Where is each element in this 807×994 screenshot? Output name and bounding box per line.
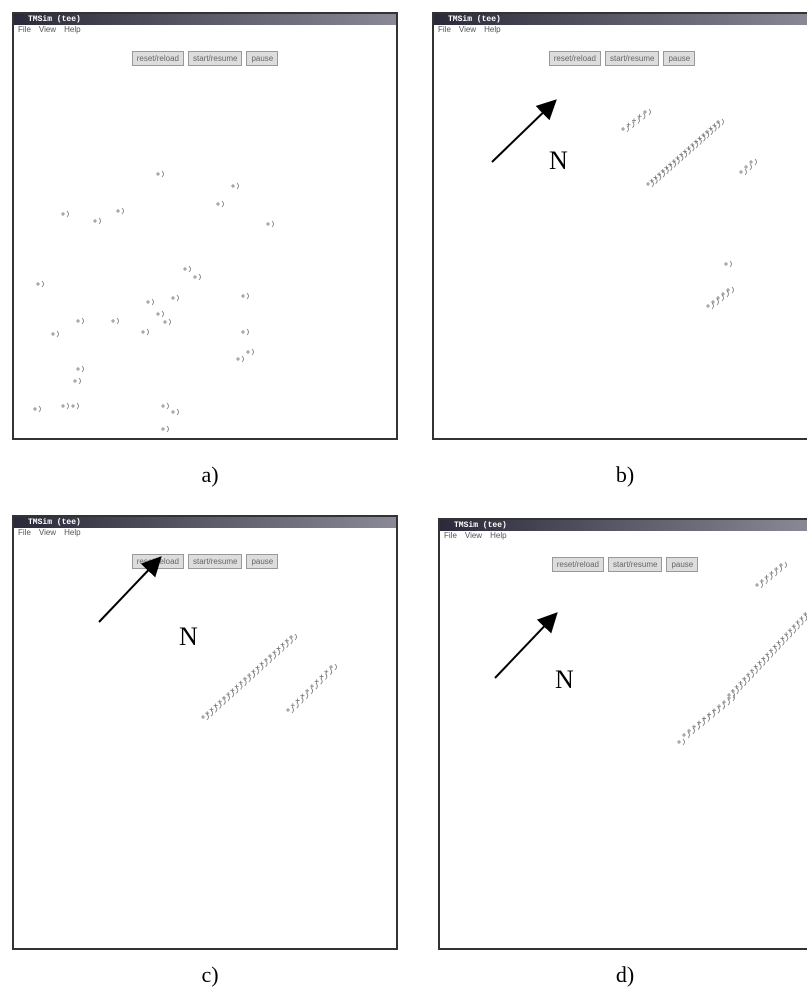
agent bbox=[765, 652, 773, 658]
agent bbox=[746, 672, 754, 678]
agent bbox=[722, 699, 730, 705]
agent bbox=[682, 732, 690, 738]
agent bbox=[161, 426, 169, 432]
caption: a) bbox=[180, 462, 240, 488]
agent bbox=[799, 615, 807, 621]
agent bbox=[76, 318, 84, 324]
agent bbox=[51, 331, 59, 337]
agent bbox=[183, 266, 191, 272]
agent bbox=[738, 680, 746, 686]
agent bbox=[769, 647, 777, 653]
agent bbox=[724, 261, 732, 267]
app-window: TMSim (tee)FileViewHelpreset/reloadstart… bbox=[438, 518, 807, 950]
agent bbox=[760, 578, 768, 584]
agent bbox=[717, 703, 725, 709]
agent bbox=[735, 684, 743, 690]
agent bbox=[646, 181, 654, 187]
agent bbox=[792, 623, 800, 629]
agent bbox=[73, 378, 81, 384]
caption: d) bbox=[595, 962, 655, 988]
canvas bbox=[434, 14, 807, 440]
agent bbox=[289, 634, 297, 640]
agent bbox=[216, 201, 224, 207]
agent bbox=[779, 562, 787, 568]
agent bbox=[773, 643, 781, 649]
agent bbox=[241, 293, 249, 299]
agent bbox=[757, 660, 765, 666]
agent bbox=[706, 303, 714, 309]
agent bbox=[742, 676, 750, 682]
agent bbox=[171, 295, 179, 301]
arrow bbox=[495, 615, 555, 678]
agent bbox=[769, 570, 777, 576]
agent bbox=[241, 329, 249, 335]
agent bbox=[796, 619, 804, 625]
agent bbox=[71, 403, 79, 409]
agent bbox=[739, 169, 747, 175]
agent bbox=[193, 274, 201, 280]
agent bbox=[61, 403, 69, 409]
agent bbox=[784, 631, 792, 637]
agent bbox=[765, 574, 773, 580]
agent bbox=[36, 281, 44, 287]
agent bbox=[707, 711, 715, 717]
agent bbox=[788, 627, 796, 633]
agent bbox=[692, 724, 700, 730]
agent bbox=[711, 299, 719, 305]
agent bbox=[687, 728, 695, 734]
agent bbox=[231, 183, 239, 189]
agent bbox=[777, 639, 785, 645]
agent bbox=[774, 566, 782, 572]
caption: b) bbox=[595, 462, 655, 488]
agent bbox=[721, 291, 729, 297]
agent bbox=[111, 318, 119, 324]
agent bbox=[236, 356, 244, 362]
agent bbox=[76, 366, 84, 372]
agent bbox=[141, 329, 149, 335]
agent bbox=[621, 126, 629, 132]
app-window: TMSim (tee)FileViewHelpreset/reloadstart… bbox=[12, 515, 398, 950]
agent bbox=[246, 349, 254, 355]
north-label: N bbox=[549, 146, 568, 176]
agent bbox=[163, 319, 171, 325]
agent bbox=[731, 688, 739, 694]
agent bbox=[61, 211, 69, 217]
agent bbox=[93, 218, 101, 224]
arrow bbox=[492, 102, 554, 162]
north-label: N bbox=[555, 665, 574, 695]
canvas bbox=[440, 520, 807, 950]
agent bbox=[146, 299, 154, 305]
agent bbox=[780, 635, 788, 641]
agent bbox=[716, 295, 724, 301]
caption: c) bbox=[180, 962, 240, 988]
agent bbox=[726, 287, 734, 293]
agent bbox=[161, 403, 169, 409]
agent bbox=[116, 208, 124, 214]
app-window: TMSim (tee)FileViewHelpreset/reloadstart… bbox=[12, 12, 398, 440]
agent bbox=[712, 707, 720, 713]
canvas bbox=[14, 14, 398, 440]
figure: (() => { const data = JSON.parse(documen… bbox=[0, 0, 807, 994]
agent bbox=[677, 739, 685, 745]
agent bbox=[156, 311, 164, 317]
agent bbox=[750, 668, 758, 674]
agent bbox=[702, 716, 710, 722]
agent bbox=[755, 582, 763, 588]
agent bbox=[697, 720, 705, 726]
agent bbox=[754, 664, 762, 670]
agent bbox=[761, 656, 769, 662]
agent bbox=[266, 221, 274, 227]
canvas bbox=[14, 517, 398, 950]
agent bbox=[286, 707, 294, 713]
north-label: N bbox=[179, 622, 198, 652]
agent bbox=[156, 171, 164, 177]
agent bbox=[171, 409, 179, 415]
agent bbox=[33, 406, 41, 412]
arrow bbox=[99, 559, 159, 622]
